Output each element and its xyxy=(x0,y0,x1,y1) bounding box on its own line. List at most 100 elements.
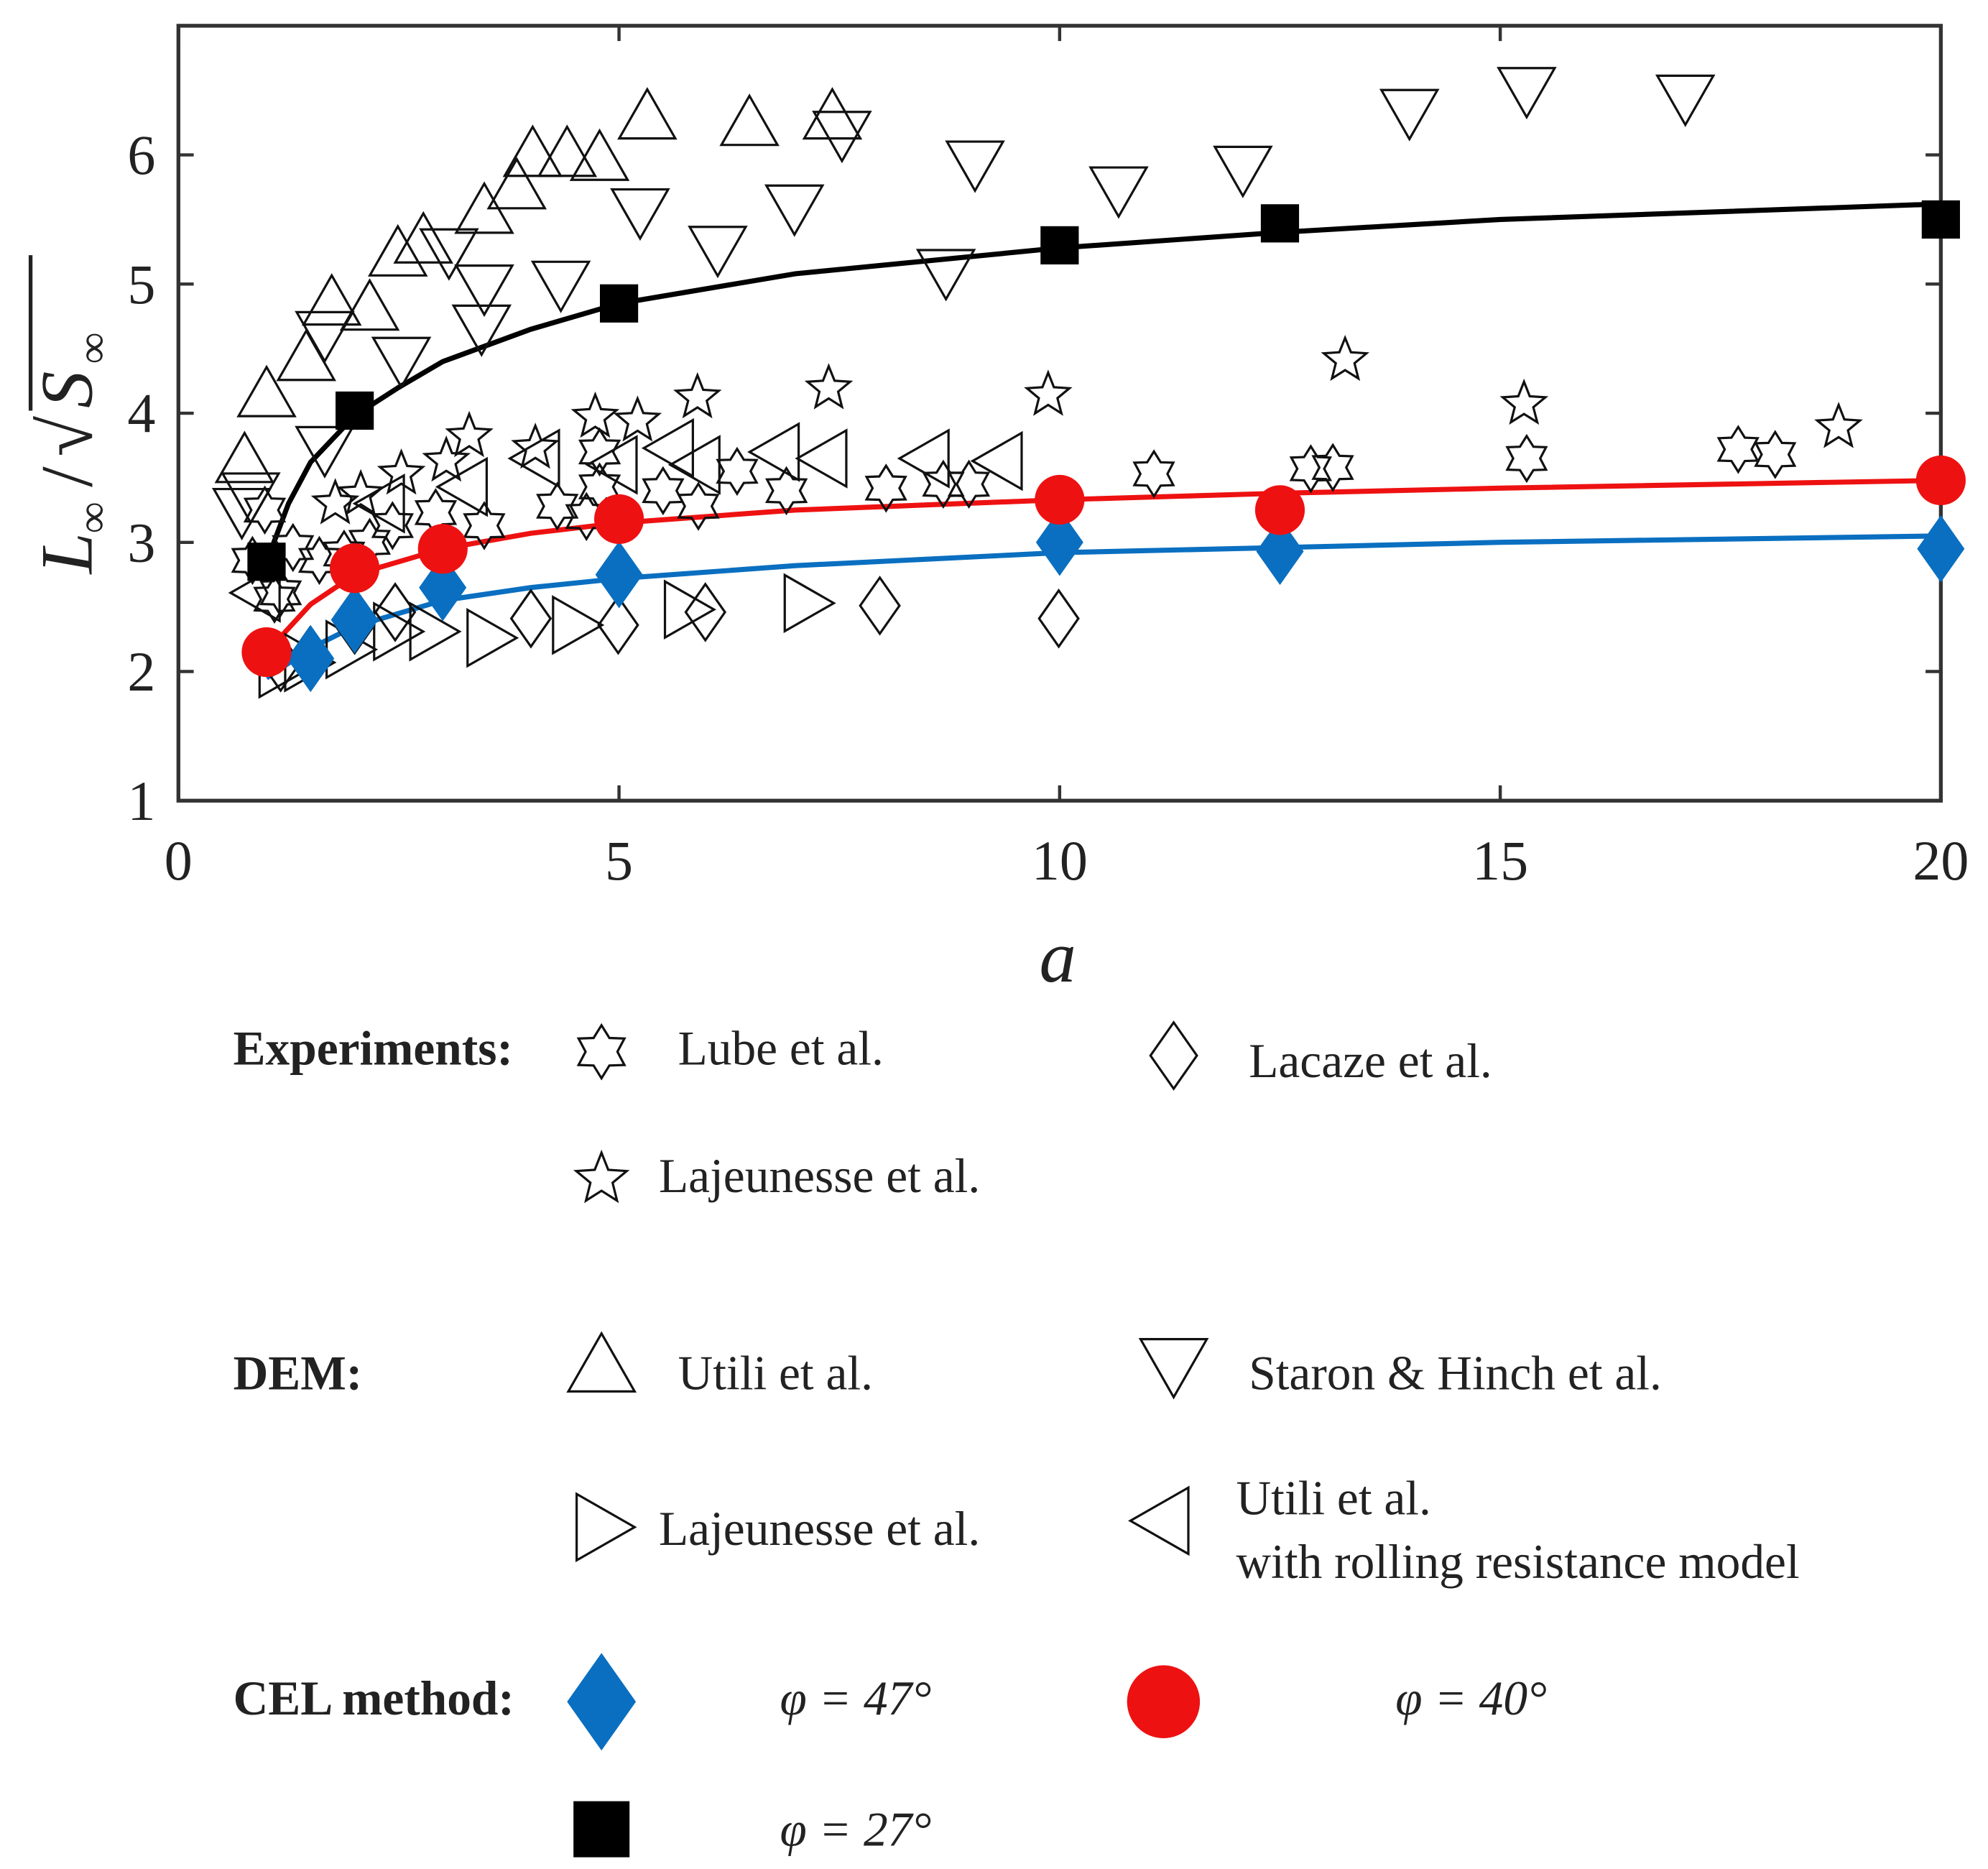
series-2-lajeunesse-et-al xyxy=(310,334,1863,525)
data-point xyxy=(435,456,488,517)
data-point xyxy=(1256,517,1304,586)
data-point xyxy=(585,435,638,495)
x-axis-label: a xyxy=(1039,916,1076,998)
data-point xyxy=(597,595,639,655)
axis-ticks: 0 5 10 15 20 1 2 3 4 5 6 xyxy=(127,25,1969,892)
data-point xyxy=(719,93,780,147)
legend-label-utili: Utili et al. xyxy=(678,1347,873,1400)
legend-marker-lajeunesse-et-al-icon xyxy=(575,1492,637,1563)
y-tick-label: 6 xyxy=(127,124,155,186)
data-point xyxy=(454,264,514,318)
data-point xyxy=(419,228,479,281)
data-point xyxy=(530,260,591,313)
data-point xyxy=(376,448,426,495)
data-point xyxy=(1311,443,1354,492)
data-point xyxy=(536,481,579,531)
data-point xyxy=(445,410,494,458)
data-point xyxy=(663,579,717,640)
data-point xyxy=(688,226,748,279)
legend-heading-experiments: Experiments: xyxy=(234,1021,513,1075)
legend-marker-utili-et-al-icon xyxy=(566,1331,637,1393)
data-point xyxy=(897,428,950,489)
legend-label-utili-rr-1: Utili et al. xyxy=(1236,1472,1431,1526)
data-point xyxy=(1035,508,1083,576)
data-point xyxy=(537,124,598,177)
series-8-40 xyxy=(241,455,1966,678)
y-axis-label: L ∞ / √ S ∞ xyxy=(27,255,117,576)
data-point xyxy=(673,372,722,419)
x-tick-label: 20 xyxy=(1913,829,1969,892)
data-point xyxy=(1321,334,1370,382)
y-tick-label: 4 xyxy=(127,382,155,445)
x-tick-label: 5 xyxy=(605,829,633,892)
data-point xyxy=(272,522,315,573)
legend-label-phi40: φ = 40° xyxy=(1395,1671,1547,1725)
legend: Experiments: Lube et al. Lacaze et al. L… xyxy=(234,1020,1800,1858)
data-point xyxy=(764,184,825,237)
series-4-staron-hinch-et-al xyxy=(211,67,1716,541)
legend-marker-staron-hinch-et-al-icon xyxy=(1138,1338,1209,1400)
data-point xyxy=(1505,433,1548,484)
data-point xyxy=(373,601,426,662)
series-3-utili-et-al xyxy=(214,87,863,484)
legend-label-phi47: φ = 47° xyxy=(780,1671,932,1725)
data-point xyxy=(1754,430,1797,479)
legend-heading-dem: DEM: xyxy=(234,1347,363,1400)
data-point xyxy=(1213,145,1273,198)
data-point xyxy=(409,601,462,662)
legend-marker-40-icon xyxy=(1127,1665,1201,1739)
y-label-S: S xyxy=(27,372,108,408)
data-point xyxy=(617,87,678,140)
data-point xyxy=(1379,88,1440,142)
legend-label-utili-rr-2: with rolling resistance model xyxy=(1236,1535,1800,1589)
data-point xyxy=(1260,204,1300,243)
data-point xyxy=(214,430,275,484)
data-point xyxy=(1024,369,1073,416)
y-tick-label: 3 xyxy=(127,511,155,573)
y-label-sub2: ∞ xyxy=(69,333,117,364)
data-point xyxy=(352,474,405,534)
data-point xyxy=(595,541,643,609)
data-point xyxy=(593,494,644,545)
series-7-47 xyxy=(287,508,1965,693)
data-point xyxy=(367,223,428,277)
legend-marker-lacaze-et-al-icon xyxy=(1149,1020,1198,1091)
series-6-utili-et-al-with-rolling-resistance-model xyxy=(228,417,1023,623)
data-point xyxy=(301,273,362,326)
data-point xyxy=(339,278,400,331)
data-point xyxy=(1132,449,1175,499)
data-point xyxy=(859,576,901,636)
data-point xyxy=(804,363,854,410)
legend-marker-utili-et-al-with-rolling-resistance-model-icon xyxy=(1128,1485,1190,1556)
data-point xyxy=(1921,200,1960,239)
data-point xyxy=(552,595,605,655)
legend-label-lacaze: Lacaze et al. xyxy=(1249,1034,1492,1088)
y-label-sub1: ∞ xyxy=(69,502,117,533)
data-point xyxy=(915,249,976,302)
data-point xyxy=(569,128,630,181)
legend-label-lajeunesse-exp: Lajeunesse et al. xyxy=(659,1149,980,1203)
data-point xyxy=(295,310,355,364)
data-point xyxy=(393,211,454,264)
data-point xyxy=(599,284,639,323)
data-point xyxy=(613,395,662,442)
x-tick-label: 0 xyxy=(165,829,193,892)
data-point xyxy=(466,607,519,668)
data-point xyxy=(507,428,560,489)
data-point xyxy=(1254,485,1305,535)
data-point xyxy=(295,425,355,479)
data-point xyxy=(570,391,620,438)
data-point xyxy=(578,427,621,477)
data-point xyxy=(371,336,432,389)
data-point xyxy=(509,588,553,649)
data-point xyxy=(642,466,685,516)
series-9-27 xyxy=(247,200,1960,581)
data-point xyxy=(1037,588,1080,649)
data-point xyxy=(610,188,670,241)
y-tick-label: 5 xyxy=(127,253,155,315)
legend-label-phi27: φ = 27° xyxy=(780,1803,932,1857)
data-point xyxy=(1917,515,1965,583)
data-point xyxy=(241,627,292,678)
data-point xyxy=(511,423,560,469)
x-tick-label: 10 xyxy=(1032,829,1088,892)
